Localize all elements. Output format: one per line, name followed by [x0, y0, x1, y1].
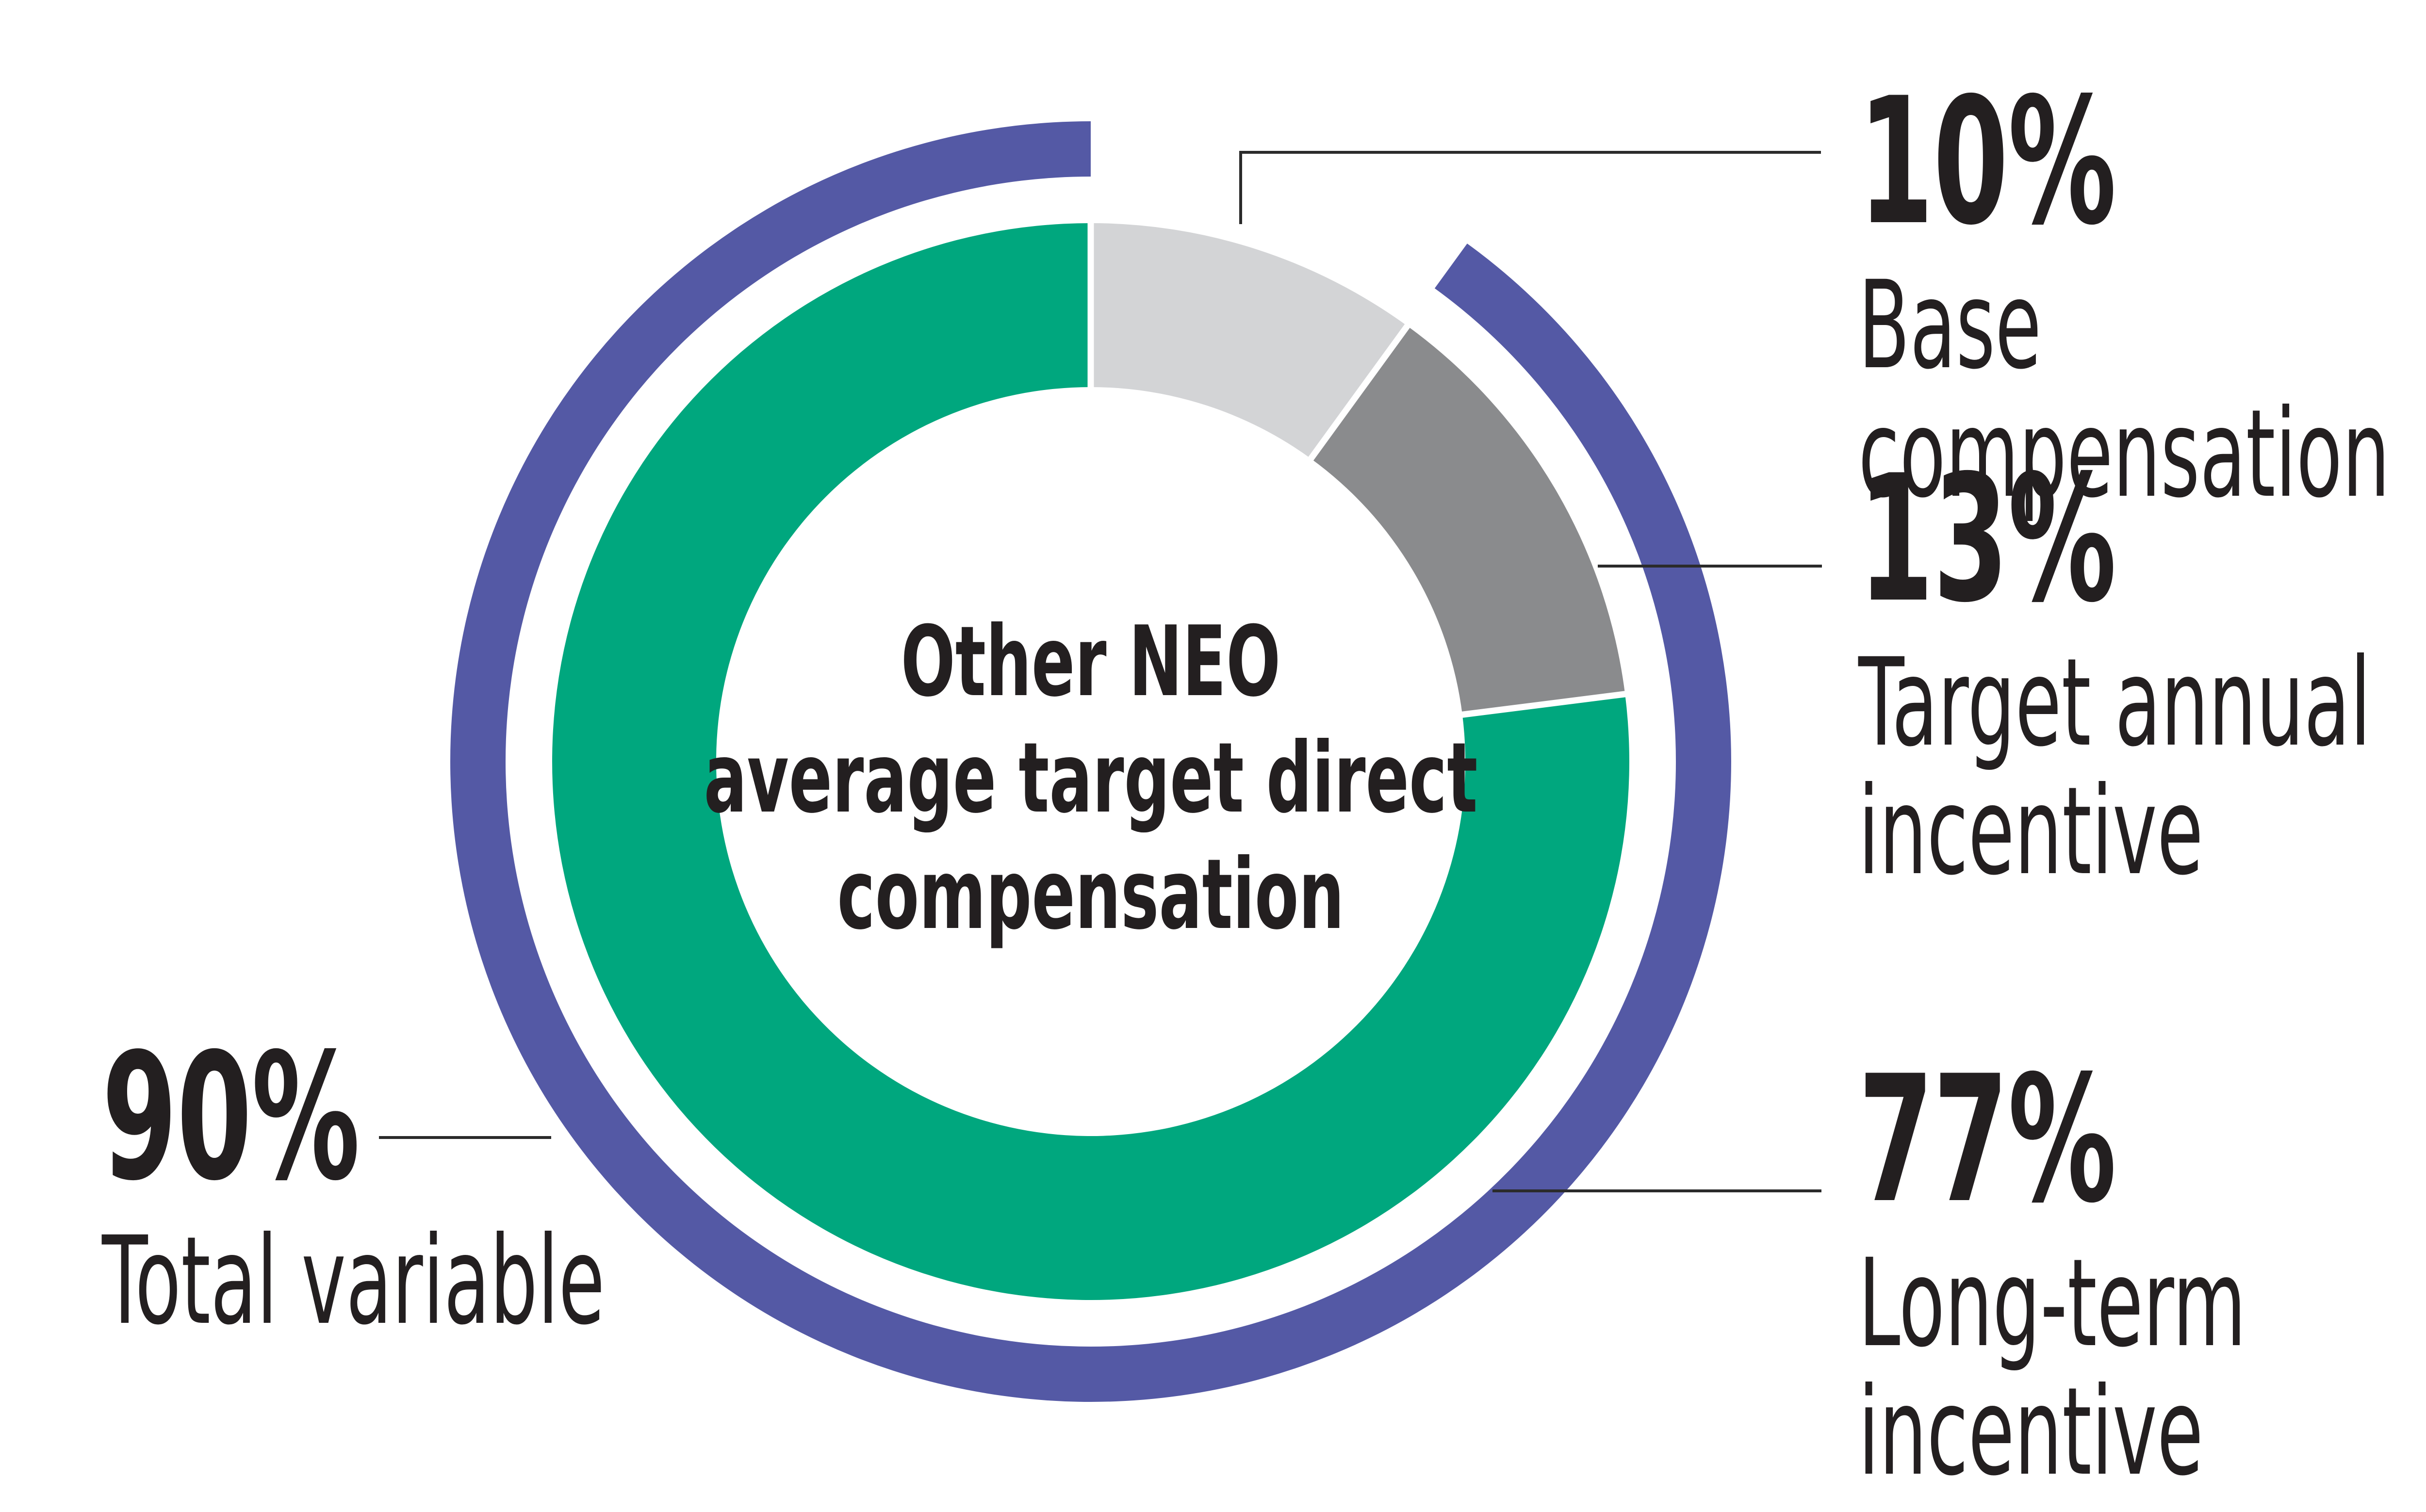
callout-annual-label-line2: incentive — [1858, 761, 2204, 902]
segment-separator — [1304, 318, 1414, 466]
callout-annual-value: 13% — [1858, 438, 2116, 641]
leader-line-base — [1239, 151, 1821, 224]
leader-lines — [379, 151, 1822, 1192]
donut-segments — [552, 223, 1630, 1300]
callout-lti-value: 77% — [1858, 1038, 2116, 1241]
callout-base-label-line1: Base — [1858, 255, 2042, 396]
segment-target-annual-incentive — [1311, 325, 1625, 715]
callout-lti-label: Long-term incentive — [1858, 1239, 2246, 1496]
callout-base-label-line2: compensation — [1858, 383, 2390, 524]
center-title-line1: Other NEO — [901, 605, 1281, 718]
segment-long-term-incentive — [552, 223, 1630, 1300]
segment-base-compensation — [1091, 223, 1408, 459]
callout-annual-label-line1: Target annual — [1858, 632, 2371, 773]
callout-total-variable-label: Total variable — [102, 1217, 605, 1345]
segment-separators — [1087, 216, 1632, 719]
callout-lti-label-line1: Long-term — [1858, 1233, 2246, 1374]
callout-total-variable-value: 90% — [102, 1016, 360, 1219]
center-title-line2: average target direct — [704, 722, 1478, 835]
callout-long-term-incentive: 77% Long-term incentive — [1858, 1048, 2426, 1496]
callout-base-compensation: 10% Base compensation — [1858, 60, 2426, 519]
callout-lti-label-line2: incentive — [1858, 1361, 2204, 1502]
center-title-line3: compensation — [837, 838, 1344, 951]
callout-total-variable: 90% Total variable — [102, 1016, 913, 1346]
callout-target-annual-incentive: 13% Target annual incentive — [1858, 438, 2426, 896]
callout-base-value: 10% — [1858, 60, 2116, 263]
callout-total-variable-label-line1: Total variable — [102, 1210, 605, 1351]
donut-center-title: Other NEO average target direct compensa… — [363, 604, 1819, 953]
callout-base-label: Base compensation — [1858, 261, 2390, 518]
segment-separator — [1455, 690, 1632, 719]
callout-annual-label: Target annual incentive — [1858, 638, 2371, 895]
